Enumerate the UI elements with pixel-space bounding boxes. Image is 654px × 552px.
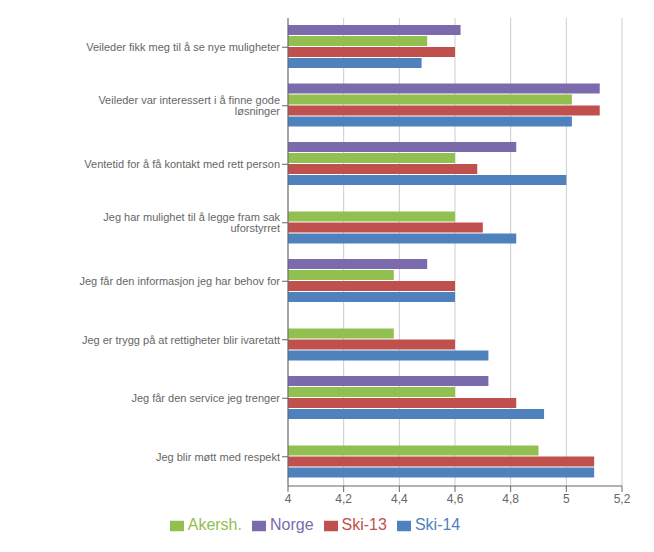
html-text:Ski-13: Ski-13 bbox=[341, 516, 387, 533]
svg-text:4,8: 4,8 bbox=[502, 492, 519, 506]
svg-text:Jeg er trygg på at rettigheter: Jeg er trygg på at rettigheter blir ivar… bbox=[82, 334, 280, 346]
html-text:Ski-14: Ski-14 bbox=[414, 516, 461, 533]
svg-text:Veileder var interessert i å f: Veileder var interessert i å finne godel… bbox=[98, 94, 280, 117]
svg-text:4,4: 4,4 bbox=[391, 492, 408, 506]
svg-text:Jeg har mulighet til å legge f: Jeg har mulighet til å legge fram sakufo… bbox=[103, 211, 280, 234]
svg-text:Ventetid for å få kontakt med: Ventetid for å få kontakt med rett perso… bbox=[84, 158, 280, 170]
svg-text:Veileder fikk meg til å se nye: Veileder fikk meg til å se nye mulighete… bbox=[86, 41, 280, 53]
svg-text:4,2: 4,2 bbox=[335, 492, 352, 506]
svg-text:4,6: 4,6 bbox=[447, 492, 464, 506]
svg-text:5: 5 bbox=[563, 492, 570, 506]
html-text:Akersh.: Akersh. bbox=[187, 516, 242, 533]
svg-text:4: 4 bbox=[285, 492, 292, 506]
svg-text:Jeg blir møtt med respekt: Jeg blir møtt med respekt bbox=[156, 451, 280, 463]
html-text:Norge: Norge bbox=[270, 516, 314, 533]
svg-text:Jeg får den informasjon jeg ha: Jeg får den informasjon jeg har behov fo… bbox=[79, 275, 280, 287]
svg-text:5,2: 5,2 bbox=[614, 492, 631, 506]
svg-text:Jeg får den service jeg trenge: Jeg får den service jeg trenger bbox=[131, 392, 280, 404]
